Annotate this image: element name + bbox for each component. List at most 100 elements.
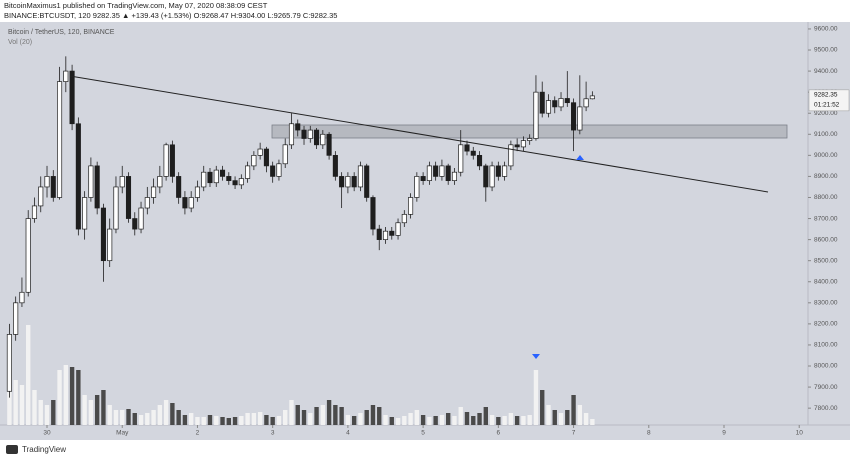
arrow-up-marker xyxy=(576,155,584,160)
volume-bar xyxy=(195,417,200,425)
y-tick-label: 8000.00 xyxy=(814,363,838,370)
candle-body xyxy=(13,302,19,335)
candle-body xyxy=(25,218,31,293)
candle-body xyxy=(163,144,169,177)
candle-body xyxy=(38,186,44,207)
volume-bar xyxy=(301,410,307,425)
candle-body xyxy=(458,144,464,173)
countdown-label: 01:21:52 xyxy=(814,102,840,109)
candle-body xyxy=(552,100,558,108)
candle-body xyxy=(201,171,207,188)
y-tick-label: 9400.00 xyxy=(814,68,838,75)
y-tick-label: 8100.00 xyxy=(814,342,838,349)
volume-bar xyxy=(132,413,137,425)
candle-body xyxy=(320,133,326,146)
candle-body xyxy=(226,176,232,181)
volume-bar xyxy=(364,410,369,425)
candle-body xyxy=(50,176,56,198)
candle-body xyxy=(94,165,100,209)
volume-bar xyxy=(239,416,244,425)
x-tick-label: 3 xyxy=(271,430,275,437)
candle-body xyxy=(119,176,125,188)
volume-bar xyxy=(157,405,163,425)
y-tick-label: 8400.00 xyxy=(814,278,838,285)
candle-body xyxy=(88,165,94,198)
candle-body xyxy=(219,169,226,177)
volume-bar xyxy=(445,413,451,425)
candle-body xyxy=(577,106,583,131)
volume-bar xyxy=(38,400,43,425)
candle-body xyxy=(169,144,175,177)
y-tick-label: 8200.00 xyxy=(814,321,838,328)
volume-bar xyxy=(471,416,476,425)
candle-body xyxy=(520,140,526,148)
y-tick-label: 9100.00 xyxy=(814,131,838,138)
candle-body xyxy=(545,100,552,114)
x-tick-label: 30 xyxy=(43,430,51,437)
volume-bar xyxy=(326,400,332,425)
volume-bar xyxy=(402,416,407,425)
volume-bar xyxy=(176,410,181,425)
volume-bar xyxy=(13,380,18,425)
volume-bar xyxy=(69,367,75,425)
x-tick-label: 8 xyxy=(647,430,651,437)
volume-bar xyxy=(226,418,231,425)
volume-bar xyxy=(427,417,432,425)
y-tick-label: 8500.00 xyxy=(814,257,838,264)
x-tick-label: 2 xyxy=(196,430,200,437)
volume-bar xyxy=(76,370,81,425)
volume-bar xyxy=(514,416,520,425)
volume-bar xyxy=(433,416,438,425)
candle-body xyxy=(389,230,395,236)
volume-bar xyxy=(163,400,169,425)
footer-brand: TradingView xyxy=(22,445,66,454)
volume-bar xyxy=(464,412,470,425)
candle-body xyxy=(451,171,458,181)
candle-body xyxy=(314,129,320,146)
volume-bar xyxy=(182,415,188,425)
volume-bar xyxy=(452,416,457,425)
volume-bar xyxy=(170,403,175,425)
candle-body xyxy=(508,144,514,167)
volume-bar xyxy=(320,405,326,425)
candle-body xyxy=(125,176,132,219)
candle-body xyxy=(138,207,144,230)
volume-bar xyxy=(540,390,545,425)
candle-body xyxy=(75,123,81,230)
candle-body xyxy=(439,165,445,177)
volume-bar xyxy=(439,415,445,425)
volume-pane xyxy=(7,325,595,425)
candle-body xyxy=(251,155,257,167)
volume-bar xyxy=(358,413,363,425)
candle-body xyxy=(382,230,389,240)
candle-body xyxy=(188,197,194,209)
candle-body xyxy=(295,123,301,131)
x-tick-label: 4 xyxy=(346,430,350,437)
candle-body xyxy=(238,178,244,186)
x-tick-label: 5 xyxy=(421,430,425,437)
candle-body xyxy=(31,205,38,219)
volume-bar xyxy=(145,413,150,425)
candle-body xyxy=(63,70,69,82)
candle-body xyxy=(339,176,345,188)
candle-body xyxy=(483,165,489,188)
axes: 9600.009500.009400.009300.009200.009100.… xyxy=(43,26,850,437)
candle-body xyxy=(288,123,295,146)
candle-body xyxy=(502,165,508,177)
candle-body xyxy=(351,176,357,188)
candle-body xyxy=(151,186,157,198)
volume-bar xyxy=(276,416,282,425)
volume-bar xyxy=(345,415,351,425)
candle-body xyxy=(527,138,533,141)
candle-body xyxy=(464,144,470,152)
volume-bar xyxy=(308,413,313,425)
header-publisher: BitcoinMaximus1 published on TradingView… xyxy=(4,1,268,10)
volume-bar xyxy=(88,400,94,425)
volume-bar xyxy=(201,417,206,425)
volume-bar xyxy=(101,390,106,425)
candle-body xyxy=(132,218,138,230)
x-tick-label: 7 xyxy=(572,430,576,437)
candle-body xyxy=(194,186,200,198)
volume-bar xyxy=(420,415,426,425)
volume-bar xyxy=(126,409,131,425)
